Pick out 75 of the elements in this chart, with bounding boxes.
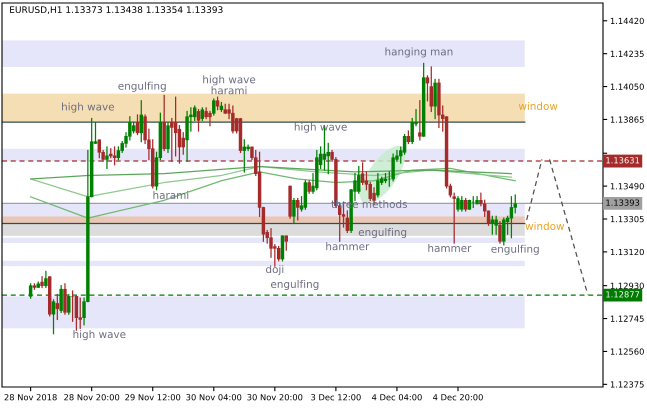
annotation: high wave [74,330,126,340]
annotation: harami [212,86,246,94]
annotation: engulfing [491,244,539,255]
annotation: window [525,222,564,230]
y-tick-label: 1.13305 [610,216,644,222]
y-tick-label: 1.12560 [610,348,644,355]
candlestick [63,283,67,315]
annotation: hammer [326,242,370,250]
y-tick-label: 1.14050 [610,84,644,90]
candlestick [430,66,434,112]
annotation: hanging man [385,47,452,58]
candlestick [460,196,464,212]
candlestick [376,173,380,198]
x-tick-label: 30 Nov 04:00 [186,394,242,400]
candlestick [284,235,288,251]
candlestick [280,235,284,262]
x-tick-label: 3 Dec 12:00 [311,394,361,400]
annotation: engulfing [118,82,166,92]
candlestick [418,100,422,141]
annotation: engulfing [270,280,318,290]
y-tick-label: 1.13490 [610,183,644,190]
candlestick [78,297,82,329]
y-tick-label: 1.12745 [610,316,644,322]
line-series [30,166,512,180]
candlestick [98,139,102,158]
candlestick [433,78,437,120]
candlestick [307,180,311,194]
candlestick [212,98,216,116]
candlestick [182,132,185,155]
candlestick [44,270,48,288]
annotation: hammer [428,244,472,252]
ref-line-label: 1.13631 [606,157,640,164]
line-series [30,168,516,219]
candlestick [40,276,44,288]
x-tick-label: 29 Nov 12:00 [125,394,180,400]
candlestick [406,130,410,144]
ref-line-label: 1.12877 [606,291,640,298]
annotation: window [518,102,558,110]
y-tick-label: 1.14235 [610,50,644,57]
y-tick-label: 1.13865 [610,116,644,123]
candlestick [136,114,140,136]
candlestick [208,110,212,126]
candlestick [140,100,144,142]
candlestick [510,196,514,238]
candlestick [105,146,109,169]
candlestick [216,96,220,110]
x-tick-label: 30 Nov 20:00 [247,394,302,400]
candlestick [185,110,189,162]
chart-title: EURUSD,H1 1.13373 1.13438 1.13354 1.13393 [10,6,223,14]
x-tick-label: 28 Nov 20:00 [64,394,120,400]
x-tick-label: 28 Nov 2018 [4,394,57,400]
y-tick-label: 1.13120 [610,248,644,256]
annotation: engulfing [358,228,406,238]
x-tick-label: 4 Dec 20:00 [433,394,483,400]
candlestick [231,105,235,134]
y-tick-label: 1.12930 [610,282,644,289]
candlestick [296,198,300,221]
y-tick-label: 1.14420 [610,18,644,24]
annotation: high wave [203,75,256,86]
x-tick-label: 4 Dec 04:00 [372,394,422,400]
candlestick [242,139,246,173]
candlestick [490,216,494,235]
annotation: high wave [62,102,114,113]
y-tick-label: 1.12375 [610,381,644,388]
candlestick [456,196,460,212]
candlestick [292,198,296,224]
ref-line-label: 1.13393 [606,199,640,206]
line-series [30,166,512,198]
annotation: doji [266,265,284,276]
candlestick [56,294,60,320]
candlestick [464,198,468,212]
candlestick [494,216,498,235]
candlestick [200,107,204,121]
candlestick [132,121,136,134]
candlestick [502,217,506,246]
